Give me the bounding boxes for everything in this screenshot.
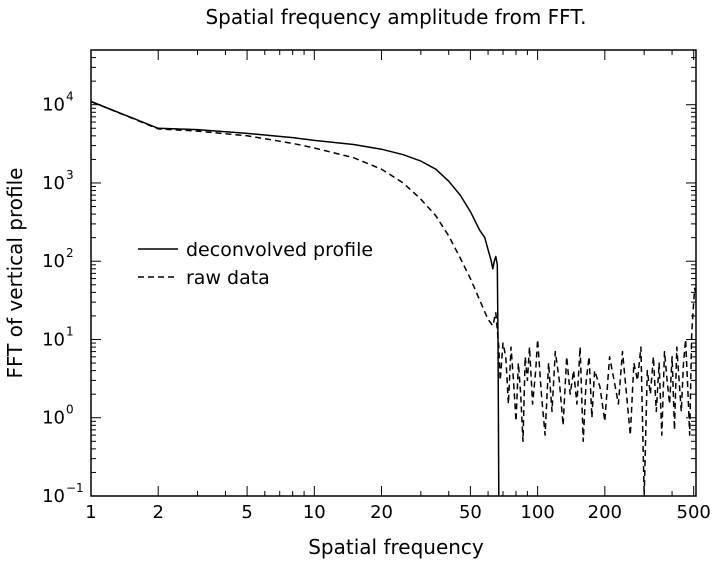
x-tick-label: 100 [520,502,554,523]
x-tick-label: 200 [588,502,622,523]
plot-frame [90,49,697,497]
legend-label-deconvolved: deconvolved profile [186,239,373,261]
series-line-raw [90,100,697,497]
y-tick-exponent: 2 [66,246,74,260]
legend-label-raw: raw data [186,267,270,289]
y-tick-exponent: 4 [66,90,74,104]
x-tick-label: 1 [85,502,96,523]
legend: deconvolved profile raw data [138,239,373,289]
y-tick-label: 10 [42,486,65,507]
series-layer [90,100,697,497]
y-tick-exponent: 1 [66,324,74,338]
x-tick-label: 500 [677,502,711,523]
y-tick-exponent: 0 [66,403,74,417]
y-axis-label: FFT of vertical profile [3,168,27,379]
x-tick-label: 10 [303,502,326,523]
y-tick-label: 10 [42,329,65,350]
x-tick-label: 2 [152,502,163,523]
x-axis-label: Spatial frequency [308,535,484,559]
x-tick-label: 5 [241,502,252,523]
y-tick-label: 10 [42,408,65,429]
x-tick-label: 20 [370,502,393,523]
y-tick-label: 10 [42,95,65,116]
chart-title: Spatial frequency amplitude from FFT. [205,5,586,29]
series-line-deconvolved [90,100,500,497]
y-tick-exponent: −1 [66,481,84,495]
y-tick-label: 10 [42,251,65,272]
y-tick-exponent: 3 [66,168,74,182]
x-tick-label: 50 [459,502,482,523]
y-tick-label: 10 [42,173,65,194]
